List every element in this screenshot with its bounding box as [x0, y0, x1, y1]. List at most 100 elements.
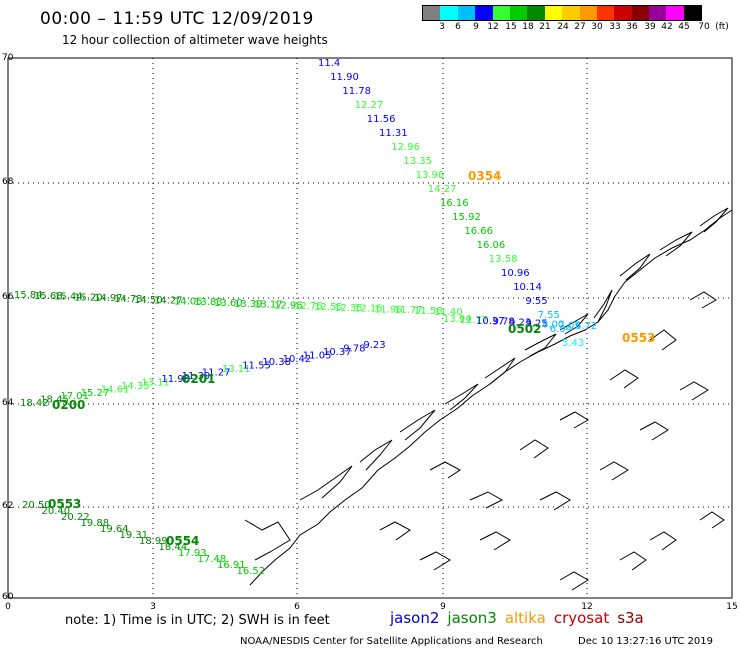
- swh-value-label: 14.27: [428, 184, 457, 195]
- swh-value-label: 8.00: [542, 319, 564, 330]
- swh-value-label: 12.15: [354, 304, 383, 315]
- swh-value-label: 11.77: [394, 305, 423, 316]
- coastline-segment: [419, 551, 451, 571]
- colorbar-swatch: [509, 6, 528, 20]
- coastline-segment: [649, 531, 677, 551]
- swh-value-label: 9.78: [343, 344, 365, 355]
- swh-value-label: 11.56: [367, 114, 396, 125]
- lat-tick-label: 62: [2, 501, 13, 511]
- swh-value-label: 11.40: [434, 307, 463, 318]
- swh-value-label: 12.77: [460, 315, 489, 326]
- swh-value-label: 12.96: [274, 300, 303, 311]
- pass-time-label: 0554: [166, 534, 199, 548]
- swh-value-label: 11.27: [202, 367, 231, 378]
- swh-value-label: 19.64: [100, 524, 129, 535]
- coastline-segment: [619, 253, 651, 281]
- colorbar-swatch: [596, 6, 615, 20]
- map-title: 00:00 – 11:59 UTC 12/09/2019: [40, 9, 314, 29]
- swh-value-label: 14.50: [134, 295, 163, 306]
- swh-value-label: 15.84: [14, 290, 43, 301]
- swh-value-label: 18.44: [159, 542, 188, 553]
- swh-value-label: 11.90: [330, 72, 359, 83]
- map-subtitle: 12 hour collection of altimeter wave hei…: [62, 33, 328, 47]
- swh-value-label: 16.16: [440, 198, 469, 209]
- colorbar-swatch: [492, 6, 510, 20]
- colorbar-label: 27: [574, 22, 586, 32]
- lon-tick-label: 3: [150, 602, 156, 612]
- swh-value-label: 14.27: [154, 296, 183, 307]
- swh-value-label: 11.58: [414, 306, 443, 317]
- satellite-tracks: 11.4 11.90 11.78 12.27 11.56 11.31 12.96 13.35 1…: [14, 58, 597, 577]
- coastline-segment: [444, 383, 479, 411]
- swh-value-label: 14.35: [121, 381, 150, 392]
- swh-value-label: 20.22: [61, 512, 90, 523]
- swh-value-label: 14.05: [174, 296, 203, 307]
- swh-value-label: 16.66: [464, 226, 493, 237]
- colorbar-swatch: [440, 6, 458, 20]
- coastline-segment: [679, 381, 709, 401]
- swh-value-label: 11.55: [242, 361, 271, 372]
- swh-value-label: 14.61: [101, 384, 130, 395]
- swh-value-label: 9.25: [526, 319, 548, 330]
- colorbar-label: 45: [678, 22, 690, 32]
- swh-value-label: 18.42: [20, 398, 49, 409]
- swh-value-label: 10.37: [323, 347, 352, 358]
- coastline-segment: [429, 461, 461, 479]
- swh-value-label: 16.52: [237, 566, 266, 577]
- colorbar-label: 33: [609, 22, 621, 32]
- swh-value-label: 14.97: [94, 293, 123, 304]
- coastline-segment: [524, 333, 557, 357]
- swh-value-label: 14.73: [114, 294, 143, 305]
- swh-value-label: 10.37: [476, 316, 505, 327]
- colorbar-label: 21: [539, 22, 551, 32]
- lon-tick-label: 6: [294, 602, 300, 612]
- coastline-segment: [593, 289, 613, 323]
- coastline-segment: [639, 421, 669, 441]
- swh-value-label: 12.76: [294, 301, 323, 312]
- coastline-segment: [699, 207, 729, 233]
- coastline-segment: [539, 491, 571, 511]
- colorbar-swatch: [475, 6, 493, 20]
- swh-value-label: 10.96: [501, 268, 530, 279]
- swh-value-label: 7.05: [559, 320, 581, 331]
- colorbar-label: 36: [626, 22, 638, 32]
- satellite-legend: jason2 jason3 altika cryosat s3a: [390, 609, 652, 627]
- swh-value-label: 19.31: [120, 530, 149, 541]
- colorbar-label: (ft): [715, 22, 729, 32]
- swh-value-label: 13.58: [489, 254, 518, 265]
- coastline-segment: [244, 519, 291, 561]
- lat-tick-label: 64: [2, 398, 14, 408]
- lat-tick-label: 68: [2, 177, 14, 187]
- swh-value-label: 11.96: [161, 374, 190, 385]
- colorbar-swatch: [666, 6, 684, 20]
- swh-value-label: 13.11: [222, 364, 251, 375]
- swh-value-label: 12.27: [355, 100, 384, 111]
- swh-value-label: 20.50: [22, 500, 51, 511]
- swh-value-label: 17.93: [178, 548, 207, 559]
- swh-value-label: 9.78: [493, 317, 515, 328]
- swh-value-label: 12.35: [334, 303, 363, 314]
- swh-value-label: 18.45: [40, 395, 69, 406]
- colorbar-label: 3: [439, 22, 445, 32]
- swh-value-label: 11.05: [303, 350, 332, 361]
- swh-value-label: 16.06: [477, 240, 506, 251]
- lat-tick-label: 66: [2, 292, 14, 302]
- colorbar-label: 12: [487, 22, 499, 32]
- swh-value-label: 18.99: [139, 536, 168, 547]
- lon-tick-label: 0: [5, 602, 11, 612]
- coastline-segment: [249, 209, 733, 586]
- swh-value-label: 9.55: [525, 296, 547, 307]
- map-frame: [7, 57, 733, 599]
- legend-jason3: jason3: [447, 609, 497, 627]
- pass-time-label: 0200: [52, 398, 85, 412]
- coastline-segment: [484, 357, 516, 385]
- swh-value-label: 20.40: [42, 506, 71, 517]
- colorbar-label: 9: [473, 22, 479, 32]
- swh-value-label: 13.11: [141, 378, 170, 389]
- coastline: [244, 207, 733, 591]
- swh-value-label: 10.38: [262, 357, 291, 368]
- swh-value-label: 13.60: [214, 298, 243, 309]
- swh-value-label: 5.43: [562, 338, 584, 349]
- colorbar-swatch: [631, 6, 650, 20]
- colorbar-label: 18: [522, 22, 534, 32]
